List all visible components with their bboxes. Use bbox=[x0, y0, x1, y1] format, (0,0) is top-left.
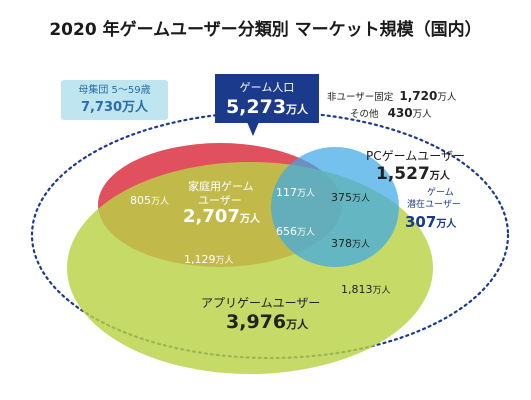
app-users-number: 3,976 bbox=[226, 311, 287, 333]
non-user-label: 非ユーザー固定 bbox=[327, 92, 394, 103]
other-label: その他 bbox=[350, 109, 379, 120]
pc-only-number: 375 bbox=[331, 191, 352, 204]
pc-users-number: 1,527 bbox=[376, 164, 430, 184]
pc-only-unit: 万人 bbox=[352, 194, 371, 204]
latent-value: 307万人 bbox=[405, 214, 456, 230]
other-unit: 万人 bbox=[412, 109, 432, 120]
game-population-label: ゲーム人口 bbox=[239, 81, 295, 94]
latent-label-1: ゲーム bbox=[427, 188, 454, 198]
home-app-unit: 万人 bbox=[215, 256, 234, 266]
home-app-number: 1,129 bbox=[184, 253, 216, 266]
non-user-stat: 非ユーザー固定 1,720万人 bbox=[327, 90, 456, 103]
all-three-unit: 万人 bbox=[297, 228, 316, 238]
home-pc-value: 117万人 bbox=[276, 183, 315, 199]
pc-app-value: 378万人 bbox=[331, 234, 370, 250]
pc-users-label: PCゲームユーザー bbox=[366, 149, 466, 163]
all-three-number: 656 bbox=[276, 225, 297, 238]
app-users-unit: 万人 bbox=[286, 318, 309, 331]
app-users-label: アプリゲームユーザー bbox=[201, 296, 321, 310]
app-only-number: 1,813 bbox=[341, 283, 373, 296]
pc-app-number: 378 bbox=[331, 237, 352, 250]
home-only-value: 805万人 bbox=[130, 191, 169, 207]
page-title: 2020 年ゲームユーザー分類別 マーケット規模（国内） bbox=[49, 20, 482, 40]
home-app-value: 1,129万人 bbox=[184, 250, 234, 266]
home-pc-unit: 万人 bbox=[297, 189, 316, 199]
home-pc-number: 117 bbox=[276, 186, 297, 199]
home-label-1: 家庭用ゲーム bbox=[188, 180, 254, 193]
game-population-unit: 万人 bbox=[286, 103, 309, 116]
latent-label-2: 潜在ユーザー bbox=[407, 200, 461, 210]
pc-only-value: 375万人 bbox=[331, 188, 370, 204]
latent-unit: 万人 bbox=[436, 219, 457, 230]
callout-pointer bbox=[247, 122, 259, 136]
pc-users-ellipse bbox=[271, 147, 399, 267]
app-only-value: 1,813万人 bbox=[341, 280, 391, 296]
game-population-value: 5,273万人 bbox=[215, 98, 319, 117]
pc-app-unit: 万人 bbox=[352, 240, 371, 250]
app-users-value: 3,976万人 bbox=[226, 313, 308, 332]
pc-users-unit: 万人 bbox=[429, 171, 450, 182]
population-box: 母集団 5～59歳 7,730万人 bbox=[61, 80, 168, 120]
game-population-number: 5,273 bbox=[225, 96, 287, 118]
home-number: 2,707 bbox=[183, 206, 240, 227]
home-unit: 万人 bbox=[239, 214, 260, 225]
app-only-unit: 万人 bbox=[372, 286, 391, 296]
other-stat: その他 430万人 bbox=[350, 107, 432, 120]
population-label: 母集団 5～59歳 bbox=[78, 85, 151, 96]
all-three-value: 656万人 bbox=[276, 222, 315, 238]
pc-users-value: 1,527万人 bbox=[376, 166, 450, 183]
population-value: 7,730万人 bbox=[80, 100, 149, 115]
non-user-unit: 万人 bbox=[437, 92, 457, 103]
home-label-2: ユーザー bbox=[198, 194, 242, 207]
game-population-callout: ゲーム人口 5,273万人 bbox=[215, 74, 319, 123]
other-number: 430 bbox=[387, 106, 413, 120]
home-only-number: 805 bbox=[130, 194, 151, 207]
home-only-unit: 万人 bbox=[151, 197, 170, 207]
non-user-number: 1,720 bbox=[399, 89, 438, 103]
home-value: 2,707万人 bbox=[183, 208, 260, 226]
latent-number: 307 bbox=[405, 213, 437, 231]
